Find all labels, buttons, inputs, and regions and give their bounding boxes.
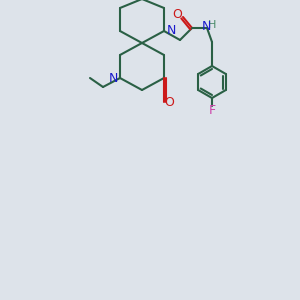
Text: O: O: [172, 8, 182, 22]
Text: N: N: [201, 20, 211, 34]
Text: N: N: [166, 25, 176, 38]
Text: F: F: [208, 104, 216, 118]
Text: N: N: [108, 71, 118, 85]
Text: O: O: [164, 95, 174, 109]
Text: H: H: [208, 20, 216, 30]
